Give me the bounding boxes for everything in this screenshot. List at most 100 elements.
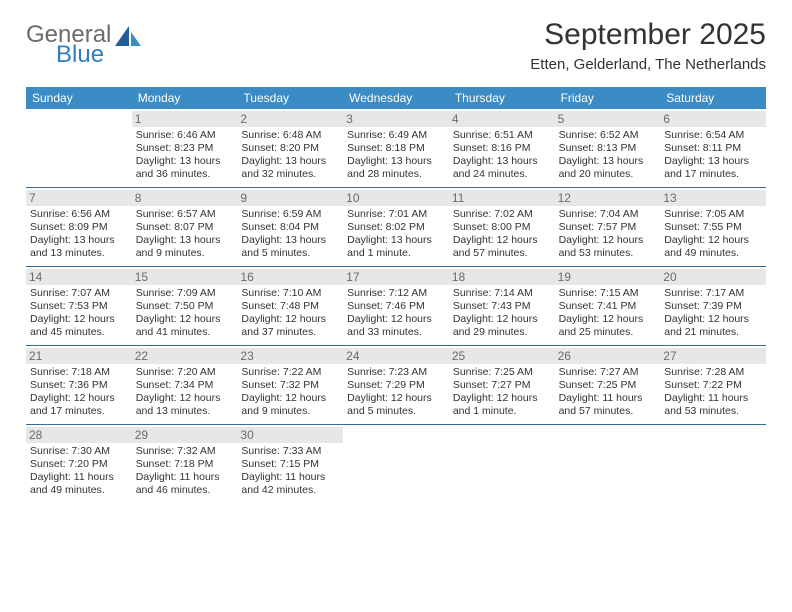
day-info-line: Sunrise: 7:17 AM (664, 287, 760, 300)
day-cell: 25Sunrise: 7:25 AMSunset: 7:27 PMDayligh… (449, 346, 555, 424)
week-row: 7 Sunrise: 6:56 AMSunset: 8:09 PM Daylight… (26, 188, 766, 267)
logo-sail-icon (115, 24, 141, 48)
day-info-line: Sunset: 8:23 PM (136, 142, 232, 155)
day-cell: 24Sunrise: 7:23 AMSunset: 7:29 PMDayligh… (343, 346, 449, 424)
day-info-line: and 1 minute. (347, 247, 443, 260)
day-info: Sunrise: 7:27 AMSunset: 7:25 PMDaylight:… (559, 366, 655, 418)
day-info: Sunrise: 7:18 AMSunset: 7:36 PMDaylight:… (30, 366, 126, 418)
day-info: Sunrise: 6:51 AMSunset: 8:16 PMDaylight:… (453, 129, 549, 181)
day-number: 11 (449, 190, 555, 206)
day-info-line: Sunset: 8:00 PM (453, 221, 549, 234)
day-info-line: Daylight: 12 hours (453, 313, 549, 326)
day-info: Sunrise: 7:28 AMSunset: 7:22 PMDaylight:… (664, 366, 760, 418)
day-number: 14 (26, 269, 132, 285)
day-number: 7 (26, 190, 132, 206)
day-info-line: and 57 minutes. (453, 247, 549, 260)
weekday-header-row: SundayMondayTuesdayWednesdayThursdayFrid… (26, 87, 766, 109)
day-info-line: Daylight: 13 hours (136, 155, 232, 168)
logo: General Blue (26, 18, 141, 66)
day-cell: 12Sunrise: 7:04 AMSunset: 7:57 PMDayligh… (555, 188, 661, 266)
day-info-line: and 46 minutes. (136, 484, 232, 497)
day-info-line: Daylight: 12 hours (30, 392, 126, 405)
day-info-line: Sunrise: 7:22 AM (241, 366, 337, 379)
day-info-line: Daylight: 13 hours (664, 155, 760, 168)
day-cell: 2Sunrise: 6:48 AMSunset: 8:20 PMDaylight… (237, 109, 343, 187)
day-info-line: Daylight: 12 hours (347, 313, 443, 326)
day-info-line: Sunset: 7:48 PM (241, 300, 337, 313)
day-info-line: and 42 minutes. (241, 484, 337, 497)
day-info-line: Sunset: 7:46 PM (347, 300, 443, 313)
day-info-line: Sunset: 7:43 PM (453, 300, 549, 313)
day-info-line: and 49 minutes. (30, 484, 126, 497)
day-info-line: Sunrise: 6:56 AM (30, 208, 126, 221)
day-number: 28 (26, 427, 132, 443)
day-info-line: and 17 minutes. (30, 405, 126, 418)
day-info: Sunrise: 7:05 AMSunset: 7:55 PMDaylight:… (664, 208, 760, 260)
day-info-line: Sunrise: 6:54 AM (664, 129, 760, 142)
day-info-line: Sunrise: 7:01 AM (347, 208, 443, 221)
day-info-line: Sunset: 8:09 PM (30, 221, 126, 234)
day-number: 24 (343, 348, 449, 364)
week-row: 28Sunrise: 7:30 AMSunset: 7:20 PMDayligh… (26, 425, 766, 503)
day-info-line: Sunrise: 7:30 AM (30, 445, 126, 458)
day-info-line: Sunset: 7:29 PM (347, 379, 443, 392)
day-info-line: Sunrise: 7:10 AM (241, 287, 337, 300)
day-info-line: Daylight: 12 hours (453, 392, 549, 405)
day-info-line: Sunrise: 7:33 AM (241, 445, 337, 458)
day-info-line: Daylight: 12 hours (559, 234, 655, 247)
day-cell: 13Sunrise: 7:05 AMSunset: 7:55 PMDayligh… (660, 188, 766, 266)
day-cell: 19Sunrise: 7:15 AMSunset: 7:41 PMDayligh… (555, 267, 661, 345)
day-cell: 28Sunrise: 7:30 AMSunset: 7:20 PMDayligh… (26, 425, 132, 503)
day-info-line: Daylight: 12 hours (559, 313, 655, 326)
day-info-line: and 57 minutes. (559, 405, 655, 418)
day-number: 26 (555, 348, 661, 364)
day-cell: 1 Sunrise: 6:46 AMSunset: 8:23 PMDaylight… (132, 109, 238, 187)
day-info-line: Sunset: 8:04 PM (241, 221, 337, 234)
day-info-line: Sunset: 7:15 PM (241, 458, 337, 471)
day-info-line: Daylight: 11 hours (30, 471, 126, 484)
day-info: Sunrise: 7:12 AMSunset: 7:46 PMDaylight:… (347, 287, 443, 339)
day-number: 8 (132, 190, 238, 206)
weekday-header: Tuesday (237, 87, 343, 109)
day-info-line: Sunset: 8:07 PM (136, 221, 232, 234)
day-info: Sunrise: 6:57 AMSunset: 8:07 PMDaylight:… (136, 208, 232, 260)
day-cell (660, 425, 766, 503)
day-number: 18 (449, 269, 555, 285)
day-info-line: Sunrise: 7:14 AM (453, 287, 549, 300)
day-info: Sunrise: 7:09 AMSunset: 7:50 PMDaylight:… (136, 287, 232, 339)
weeks-container: 1Sunrise: 6:46 AMSunset: 8:23 PMDaylight… (26, 109, 766, 503)
day-cell: 23Sunrise: 7:22 AMSunset: 7:32 PMDayligh… (237, 346, 343, 424)
day-info: Sunrise: 7:01 AMSunset: 8:02 PMDaylight:… (347, 208, 443, 260)
day-cell: 8 Sunrise: 6:57 AMSunset: 8:07 PMDaylight… (132, 188, 238, 266)
day-info: Sunrise: 7:32 AMSunset: 7:18 PMDaylight:… (136, 445, 232, 497)
day-cell: 14Sunrise: 7:07 AMSunset: 7:53 PMDayligh… (26, 267, 132, 345)
day-info-line: Sunrise: 6:46 AM (136, 129, 232, 142)
day-info-line: Daylight: 11 hours (136, 471, 232, 484)
day-info-line: Sunset: 7:22 PM (664, 379, 760, 392)
day-info-line: and 45 minutes. (30, 326, 126, 339)
day-info-line: Sunrise: 7:28 AM (664, 366, 760, 379)
weekday-header: Monday (132, 87, 238, 109)
day-info: Sunrise: 7:10 AMSunset: 7:48 PMDaylight:… (241, 287, 337, 339)
day-info-line: and 24 minutes. (453, 168, 549, 181)
day-number: 29 (132, 427, 238, 443)
calendar: SundayMondayTuesdayWednesdayThursdayFrid… (26, 87, 766, 503)
day-info-line: Daylight: 12 hours (241, 313, 337, 326)
day-info-line: and 21 minutes. (664, 326, 760, 339)
day-info-line: Daylight: 13 hours (559, 155, 655, 168)
day-number: 1 (132, 111, 238, 127)
day-info-line: and 9 minutes. (241, 405, 337, 418)
day-cell: 11Sunrise: 7:02 AMSunset: 8:00 PMDayligh… (449, 188, 555, 266)
day-info: Sunrise: 6:52 AMSunset: 8:13 PMDaylight:… (559, 129, 655, 181)
day-cell: 29 Sunrise: 7:32 AMSunset: 7:18 PMDayligh… (132, 425, 238, 503)
day-info-line: Sunrise: 7:12 AM (347, 287, 443, 300)
day-info-line: Sunrise: 7:02 AM (453, 208, 549, 221)
logo-word-2: Blue (56, 44, 111, 66)
weekday-header: Saturday (660, 87, 766, 109)
day-info-line: Sunset: 7:25 PM (559, 379, 655, 392)
day-info-line: and 25 minutes. (559, 326, 655, 339)
weekday-header: Thursday (449, 87, 555, 109)
day-info: Sunrise: 6:59 AMSunset: 8:04 PMDaylight:… (241, 208, 337, 260)
day-info-line: Sunset: 7:39 PM (664, 300, 760, 313)
day-info-line: Sunrise: 7:20 AM (136, 366, 232, 379)
